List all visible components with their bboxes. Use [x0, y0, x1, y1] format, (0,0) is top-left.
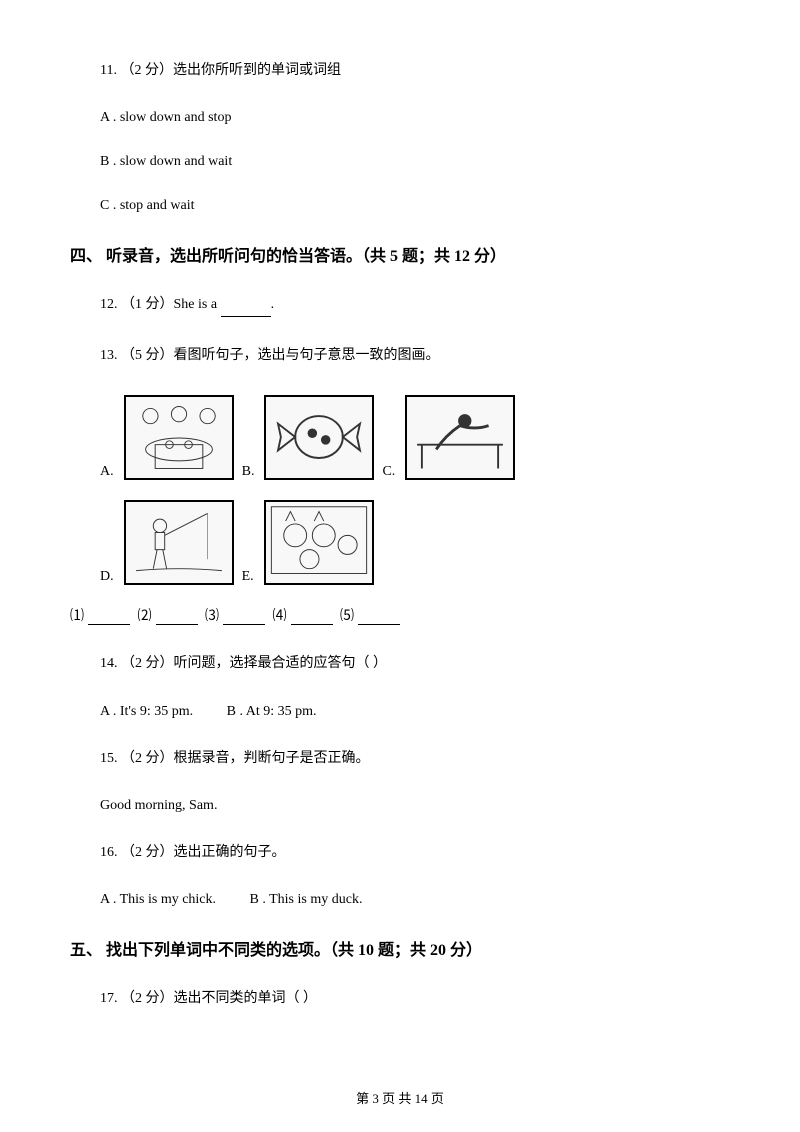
q13-num: 13. — [100, 348, 118, 363]
sub-2-blank — [156, 611, 198, 625]
q15-points: （2 分） — [121, 751, 174, 766]
image-row-1: A. B. C. — [70, 395, 730, 480]
label-b: B. — [242, 464, 255, 480]
sub-3-blank — [223, 611, 265, 625]
q17-text: 选出不同类的单词（ ） — [174, 991, 318, 1006]
high-jump-icon — [407, 397, 513, 478]
page-footer: 第 3 页 共 14 页 — [0, 1088, 800, 1107]
q11-points: （2 分） — [120, 63, 173, 78]
image-b — [264, 395, 374, 480]
q11-option-b: B . slow down and wait — [70, 154, 730, 170]
q11-option-c: C . stop and wait — [70, 198, 730, 214]
sub-3: ⑶ — [205, 609, 219, 624]
image-a — [124, 395, 234, 480]
sub-4-blank — [291, 611, 333, 625]
q12-before: She is a — [174, 297, 221, 312]
q13-sub-numbers: ⑴ ⑵ ⑶ ⑷ ⑸ — [70, 605, 730, 625]
question-11: 11. （2 分）选出你所听到的单词或词组 — [70, 60, 730, 82]
section-4-header: 四、 听录音，选出所听问句的恰当答语。（共 5 题；共 12 分） — [70, 242, 730, 266]
label-d: D. — [100, 569, 114, 585]
question-13: 13. （5 分）看图听句子，选出与句子意思一致的图画。 — [70, 345, 730, 367]
image-row-2: D. E. — [70, 500, 730, 585]
sub-1: ⑴ — [70, 609, 84, 624]
question-17: 17. （2 分）选出不同类的单词（ ） — [70, 988, 730, 1010]
q12-blank — [221, 303, 271, 317]
question-12: 12. （1 分）She is a . — [70, 294, 730, 316]
q16-text: 选出正确的句子。 — [174, 845, 286, 860]
q15-text: 根据录音，判断句子是否正确。 — [174, 751, 370, 766]
sub-4: ⑷ — [273, 609, 287, 624]
q13-text: 看图听句子，选出与句子意思一致的图画。 — [174, 348, 440, 363]
sub-2: ⑵ — [138, 609, 152, 624]
fishing-icon — [126, 502, 232, 583]
q17-points: （2 分） — [121, 991, 174, 1006]
q14-num: 14. — [100, 656, 118, 671]
section-5-header: 五、 找出下列单词中不同类的选项。（共 10 题；共 20 分） — [70, 936, 730, 960]
q12-num: 12. — [100, 297, 118, 312]
label-c: C. — [382, 464, 395, 480]
q15-num: 15. — [100, 751, 118, 766]
q12-points: （1 分） — [121, 297, 174, 312]
q12-after: . — [271, 297, 275, 312]
q11-option-a: A . slow down and stop — [70, 110, 730, 126]
q15-sentence: Good morning, Sam. — [70, 798, 730, 814]
q14-text: 听问题，选择最合适的应答句（ ） — [174, 656, 388, 671]
q14-options: A . It's 9: 35 pm. B . At 9: 35 pm. — [70, 704, 730, 720]
sub-1-blank — [88, 611, 130, 625]
q16-num: 16. — [100, 845, 118, 860]
q16-points: （2 分） — [121, 845, 174, 860]
q11-text: 选出你所听到的单词或词组 — [173, 63, 341, 78]
q11-num: 11. — [100, 63, 117, 78]
q14-option-a: A . It's 9: 35 pm. — [100, 704, 193, 719]
question-14: 14. （2 分）听问题，选择最合适的应答句（ ） — [70, 653, 730, 675]
q14-points: （2 分） — [121, 656, 174, 671]
candy-icon — [266, 397, 372, 478]
question-15: 15. （2 分）根据录音，判断句子是否正确。 — [70, 748, 730, 770]
chicks-icon — [266, 502, 372, 583]
q16-option-a: A . This is my chick. — [100, 892, 216, 907]
label-e: E. — [242, 569, 254, 585]
image-c — [405, 395, 515, 480]
image-e — [264, 500, 374, 585]
q14-option-b: B . At 9: 35 pm. — [227, 704, 317, 719]
q17-num: 17. — [100, 991, 118, 1006]
sub-5-blank — [358, 611, 400, 625]
question-16: 16. （2 分）选出正确的句子。 — [70, 842, 730, 864]
label-a: A. — [100, 464, 114, 480]
image-d — [124, 500, 234, 585]
family-dinner-icon — [126, 397, 232, 478]
sub-5: ⑸ — [340, 609, 354, 624]
q16-option-b: B . This is my duck. — [250, 892, 363, 907]
q13-points: （5 分） — [121, 348, 174, 363]
q16-options: A . This is my chick. B . This is my duc… — [70, 892, 730, 908]
